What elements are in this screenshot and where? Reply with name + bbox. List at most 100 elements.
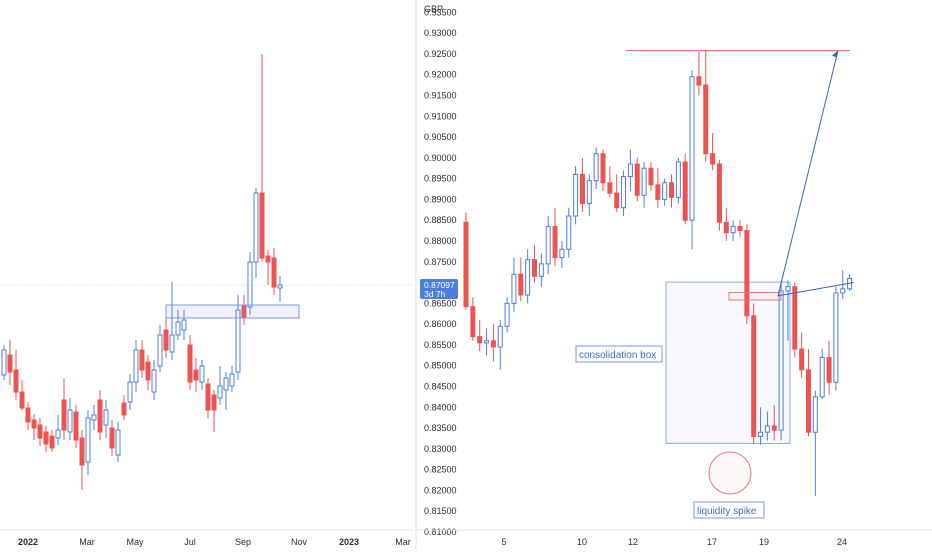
price-tick-label: 0.82500 xyxy=(424,465,457,475)
price-tick-label: 0.90000 xyxy=(424,153,457,163)
candle-down xyxy=(31,419,37,429)
candle-down xyxy=(518,273,524,296)
time-tick-label: 10 xyxy=(577,537,587,547)
right-candles xyxy=(463,49,853,496)
candle-up xyxy=(1,349,7,376)
price-tick-label: 0.93000 xyxy=(424,28,457,38)
price-tick-label: 0.88000 xyxy=(424,236,457,246)
candle-up xyxy=(235,309,241,373)
candle-down xyxy=(145,361,151,381)
candle-down xyxy=(751,315,757,437)
left-price-chart[interactable]: 2022 Mar May Jul Sep Nov 2023 Mar xyxy=(0,54,414,547)
time-tick-label: 5 xyxy=(501,537,506,547)
price-tag-countdown: 3d 7h xyxy=(424,289,446,299)
liquidity-label: liquidity spike xyxy=(697,506,757,517)
time-tick-label: 24 xyxy=(837,537,847,547)
candle-up xyxy=(758,431,764,437)
candle-up xyxy=(85,417,91,463)
candle-down xyxy=(37,424,43,439)
price-tick-label: 0.85500 xyxy=(424,340,457,350)
candle-up xyxy=(497,325,503,348)
candle-up xyxy=(525,259,531,296)
candle-up xyxy=(115,429,121,456)
candle-down xyxy=(737,225,743,232)
retest-zone-box xyxy=(728,292,782,301)
candle-up xyxy=(199,365,205,383)
liquidity-label-box: liquidity spike xyxy=(693,501,765,519)
liquidity-spike-circle xyxy=(708,451,752,495)
right-price-chart[interactable]: GBP 0.93500 0.93000 0.92500 0.92000 0.91500 0… xyxy=(416,4,932,547)
candle-down xyxy=(490,340,496,348)
candle-up xyxy=(573,173,579,217)
candle-up xyxy=(133,349,139,383)
consolidation-box xyxy=(665,281,791,444)
candle-up xyxy=(586,180,592,205)
candle-down xyxy=(799,348,805,371)
candle-down xyxy=(13,369,19,393)
right-price-axis-left[interactable]: GBP 0.93500 0.93000 0.92500 0.92000 0.91500 0… xyxy=(424,4,457,537)
consolidation-label: consolidation box xyxy=(579,350,656,361)
candle-down xyxy=(205,383,211,411)
candle-down xyxy=(477,336,483,344)
candle-up xyxy=(778,290,784,431)
currency-label: GBP xyxy=(424,4,443,14)
time-tick-label: 17 xyxy=(707,537,717,547)
price-tick-label: 0.86500 xyxy=(424,298,457,308)
candle-down xyxy=(73,411,79,441)
price-tick-label: 0.88500 xyxy=(424,215,457,225)
candle-up xyxy=(621,176,627,209)
time-tick-label: May xyxy=(126,537,144,547)
right-time-axis[interactable]: 5 10 12 17 19 24 xyxy=(416,529,932,547)
candle-up xyxy=(151,369,157,393)
candle-down xyxy=(607,182,613,194)
candle-down xyxy=(19,391,25,409)
candle-down xyxy=(163,329,169,351)
price-tick-label: 0.90500 xyxy=(424,132,457,142)
candle-down xyxy=(826,356,832,383)
time-tick-label: 19 xyxy=(759,537,769,547)
price-tag[interactable]: 0.87097 3d 7h xyxy=(420,279,458,299)
candle-up xyxy=(169,334,175,353)
candle-up xyxy=(730,225,736,234)
left-candles xyxy=(1,54,283,490)
candle-up xyxy=(545,225,551,265)
time-tick-label: 2023 xyxy=(339,537,359,547)
candle-down xyxy=(211,394,217,411)
price-tick-label: 0.93500 xyxy=(424,7,457,17)
left-zone-box xyxy=(165,304,300,319)
candle-up xyxy=(675,161,681,198)
candle-down xyxy=(79,437,85,466)
price-tick-label: 0.81000 xyxy=(424,527,457,537)
candle-up xyxy=(277,284,283,289)
candle-up xyxy=(833,292,839,383)
candle-down xyxy=(655,184,661,200)
candle-up xyxy=(593,153,599,182)
consolidation-label-box: consolidation box xyxy=(575,345,663,363)
candle-up xyxy=(764,425,770,433)
candle-up xyxy=(103,409,109,426)
candle-up xyxy=(217,385,223,399)
candle-down xyxy=(614,192,620,209)
candle-up xyxy=(484,340,490,344)
candle-down xyxy=(271,257,277,288)
candle-up xyxy=(511,273,517,304)
left-time-axis[interactable]: 2022 Mar May Jul Sep Nov 2023 Mar xyxy=(0,529,414,547)
candle-down xyxy=(744,230,750,317)
time-tick-label: Nov xyxy=(291,537,308,547)
price-tick-label: 0.92500 xyxy=(424,49,457,59)
time-tick-label: Mar xyxy=(395,537,411,547)
time-tick-label: 2022 xyxy=(18,537,38,547)
price-tick-label: 0.89500 xyxy=(424,174,457,184)
candle-up xyxy=(689,76,695,221)
candle-down xyxy=(771,425,777,431)
candle-down xyxy=(669,182,674,198)
candle-up xyxy=(566,215,572,250)
candle-down xyxy=(97,399,103,433)
candle-up xyxy=(538,263,544,277)
candle-down xyxy=(716,163,722,223)
projection-arrow-path xyxy=(777,50,854,297)
price-tick-label: 0.86000 xyxy=(424,319,457,329)
candle-up xyxy=(662,182,668,200)
candle-up xyxy=(223,377,229,391)
